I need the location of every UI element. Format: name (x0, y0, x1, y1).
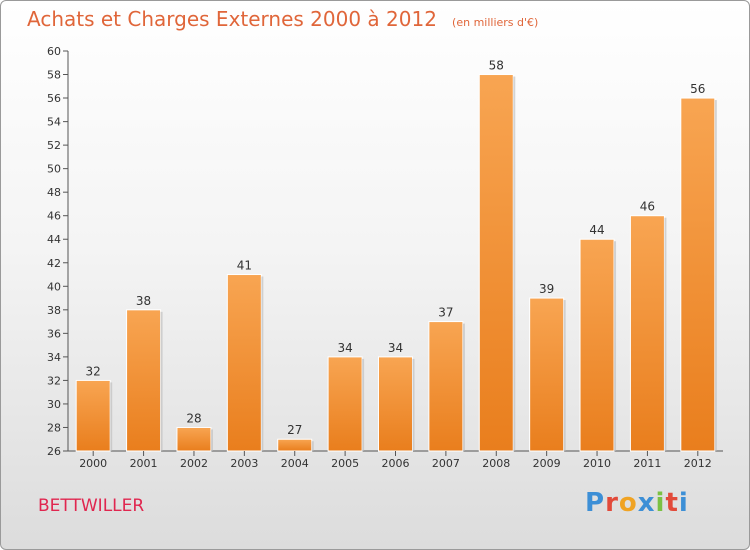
bar-shadow (513, 76, 516, 451)
bar-shadow (362, 358, 365, 451)
y-tick-label: 40 (47, 280, 61, 293)
brand-letter: t (665, 488, 679, 518)
bar (680, 97, 716, 452)
y-tick-label: 60 (47, 45, 61, 58)
bar-value-label: 27 (287, 423, 302, 437)
y-tick-label: 56 (47, 92, 61, 105)
title-row: Achats et Charges Externes 2000 à 2012 (… (27, 7, 538, 31)
y-tick-label: 38 (47, 304, 61, 317)
y-tick-label: 28 (47, 421, 61, 434)
x-tick-label: 2010 (583, 457, 611, 470)
bar (277, 438, 313, 452)
bar (478, 74, 514, 452)
bar-shadow (664, 217, 667, 451)
x-tick-label: 2007 (432, 457, 460, 470)
brand-letter: P (585, 488, 606, 518)
bar (126, 309, 162, 452)
bar-value-label: 58 (489, 59, 504, 73)
bar-value-label: 56 (690, 82, 705, 96)
brand-letter: i (655, 488, 666, 518)
brand-letter: r (605, 488, 619, 518)
bar-value-label: 34 (388, 341, 403, 355)
y-tick-label: 42 (47, 257, 61, 270)
y-tick-label: 34 (47, 351, 61, 364)
x-tick-label: 2005 (331, 457, 359, 470)
commune-name: BETTWILLER (38, 496, 145, 516)
x-tick-label: 2011 (633, 457, 661, 470)
bar-shadow (614, 241, 617, 451)
bar-shadow (563, 300, 566, 451)
brand-letter: i (678, 488, 689, 518)
x-tick-label: 2006 (382, 457, 410, 470)
x-tick-label: 2009 (533, 457, 561, 470)
y-tick-label: 52 (47, 139, 61, 152)
brand-letter: o (618, 488, 638, 518)
x-tick-label: 2004 (281, 457, 309, 470)
bar-value-label: 46 (640, 200, 655, 214)
x-tick-label: 2001 (130, 457, 158, 470)
bar-shadow (311, 441, 314, 451)
y-tick-label: 54 (47, 116, 61, 129)
bar (579, 238, 615, 452)
bar-shadow (210, 429, 213, 451)
bar-shadow (160, 311, 163, 451)
proxiti-logo: Proxiti (585, 488, 689, 518)
y-tick-label: 26 (47, 445, 61, 458)
x-tick-label: 2003 (230, 457, 258, 470)
bar (378, 356, 413, 452)
bar-value-label: 32 (86, 364, 101, 378)
bar-shadow (261, 276, 264, 451)
brand-letter: x (637, 488, 656, 518)
bar-shadow (714, 100, 717, 451)
bar (529, 297, 565, 452)
bar (327, 356, 363, 452)
bar-value-label: 44 (589, 223, 604, 237)
y-tick-label: 48 (47, 186, 61, 199)
chart-title: Achats et Charges Externes 2000 à 2012 (27, 7, 437, 31)
x-tick-label: 2000 (79, 457, 107, 470)
y-tick-label: 50 (47, 163, 61, 176)
x-tick-label: 2002 (180, 457, 208, 470)
bar-value-label: 39 (539, 282, 554, 296)
bar (428, 321, 464, 452)
bar-shadow (110, 382, 113, 451)
bar-value-label: 41 (237, 259, 252, 273)
bar (226, 274, 262, 452)
bar-shadow (412, 358, 415, 451)
y-tick-label: 44 (47, 233, 61, 246)
y-tick-label: 32 (47, 374, 61, 387)
bar-value-label: 34 (337, 341, 352, 355)
bar (176, 426, 212, 452)
x-tick-label: 2012 (684, 457, 712, 470)
y-tick-label: 46 (47, 210, 61, 223)
y-tick-label: 30 (47, 398, 61, 411)
bar (75, 379, 111, 452)
bar-value-label: 38 (136, 294, 151, 308)
bar (629, 215, 665, 452)
bar-shadow (462, 323, 465, 451)
y-tick-label: 36 (47, 327, 61, 340)
y-tick-label: 58 (47, 69, 61, 82)
bar-value-label: 37 (438, 306, 453, 320)
chart-subtitle: (en milliers d'€) (452, 16, 539, 29)
x-tick-label: 2008 (482, 457, 510, 470)
bar-value-label: 28 (186, 411, 201, 425)
